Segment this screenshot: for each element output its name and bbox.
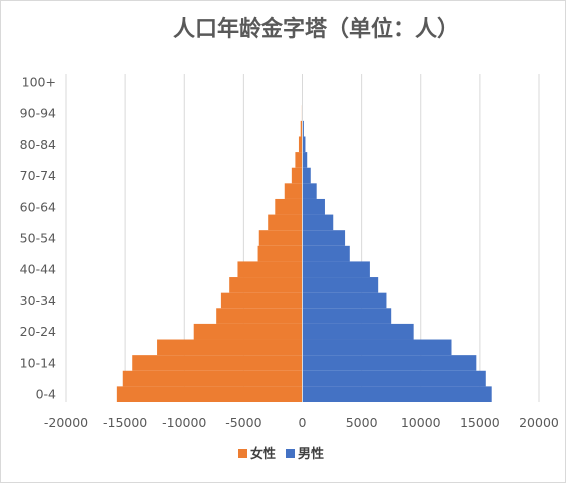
female-bar-45-49 xyxy=(258,246,303,262)
y-tick-label: 100+ xyxy=(22,74,56,89)
y-axis-labels: 0-4 10-14 20-24 30-34 40-44 50-54 60-64 70-74 80… xyxy=(20,74,56,401)
x-tick-label: -5000 xyxy=(225,415,261,430)
y-tick-label: 70-74 xyxy=(20,168,56,183)
y-tick-label: 30-34 xyxy=(20,293,56,308)
y-tick-label: 20-24 xyxy=(20,324,56,339)
female-bar-70-74 xyxy=(292,168,303,184)
x-axis-labels: -20000 -15000 -10000 -5000 0 5000 10000 15000 20… xyxy=(44,415,559,430)
x-tick-label: 20000 xyxy=(519,415,559,430)
legend-swatch-female xyxy=(238,449,247,458)
female-bar-30-34 xyxy=(221,293,303,309)
x-tick-label: 0 xyxy=(299,415,307,430)
y-tick-label: 90-94 xyxy=(20,106,56,121)
male-bar-10-14 xyxy=(303,355,477,371)
y-tick-label: 80-84 xyxy=(20,137,56,152)
female-bar-15-19 xyxy=(157,340,302,356)
female-bar-25-29 xyxy=(216,308,302,324)
male-bar-25-29 xyxy=(303,308,392,324)
male-bar-60-64 xyxy=(303,199,325,215)
male-bar-70-74 xyxy=(303,168,311,184)
y-tick-label: 50-54 xyxy=(20,231,56,246)
bars xyxy=(117,90,492,402)
x-tick-label: -20000 xyxy=(44,415,88,430)
x-tick-label: -10000 xyxy=(162,415,206,430)
male-bar-35-39 xyxy=(303,277,379,293)
y-tick-label: 40-44 xyxy=(20,262,56,277)
female-bar-50-54 xyxy=(259,230,303,246)
chart-title: 人口年龄金字塔（单位：人） xyxy=(173,16,459,42)
x-tick-label: 10000 xyxy=(401,415,441,430)
female-bar-60-64 xyxy=(275,199,302,215)
female-bar-80-84 xyxy=(299,136,303,152)
y-tick-label: 60-64 xyxy=(20,199,56,214)
female-bar-35-39 xyxy=(229,277,302,293)
female-bar-55-59 xyxy=(268,215,302,231)
x-tick-label: 5000 xyxy=(346,415,378,430)
female-bar-5-9 xyxy=(123,371,303,387)
y-tick-label: 10-14 xyxy=(20,355,56,370)
female-bar-40-44 xyxy=(237,261,302,277)
male-bar-65-69 xyxy=(303,183,317,199)
x-tick-label: 15000 xyxy=(460,415,500,430)
legend-label-male: 男性 xyxy=(298,446,324,462)
male-bar-55-59 xyxy=(303,215,334,231)
male-bar-20-24 xyxy=(303,324,414,340)
male-bar-0-4 xyxy=(303,386,492,402)
x-tick-label: -15000 xyxy=(103,415,147,430)
female-bar-20-24 xyxy=(194,324,303,340)
male-bar-5-9 xyxy=(303,371,486,387)
male-bar-45-49 xyxy=(303,246,350,262)
legend-label-female: 女性 xyxy=(250,446,276,462)
legend: 女性 男性 xyxy=(238,446,324,462)
male-bar-75-79 xyxy=(303,152,308,168)
female-bar-0-4 xyxy=(117,386,303,402)
female-bar-10-14 xyxy=(132,355,302,371)
female-bar-65-69 xyxy=(285,183,303,199)
male-bar-15-19 xyxy=(303,340,452,356)
male-bar-50-54 xyxy=(303,230,346,246)
legend-swatch-male xyxy=(286,449,295,458)
male-bar-30-34 xyxy=(303,293,387,309)
female-bar-75-79 xyxy=(295,152,302,168)
y-tick-label: 0-4 xyxy=(36,387,56,402)
male-bar-40-44 xyxy=(303,261,370,277)
